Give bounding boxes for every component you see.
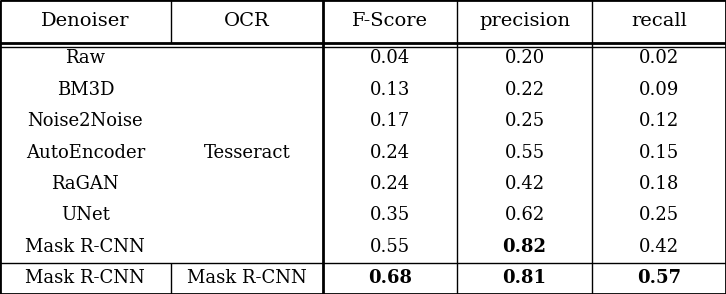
- Text: 0.82: 0.82: [502, 238, 547, 256]
- Text: Mask R-CNN: Mask R-CNN: [187, 269, 306, 287]
- Text: 0.24: 0.24: [370, 175, 410, 193]
- Text: 0.55: 0.55: [370, 238, 410, 256]
- Text: BM3D: BM3D: [57, 81, 114, 99]
- Text: 0.42: 0.42: [639, 238, 679, 256]
- Text: 0.55: 0.55: [505, 143, 544, 162]
- Text: 0.68: 0.68: [368, 269, 412, 287]
- Text: Tesseract: Tesseract: [203, 143, 290, 162]
- Text: UNet: UNet: [61, 206, 110, 224]
- Text: AutoEncoder: AutoEncoder: [25, 143, 145, 162]
- Text: 0.02: 0.02: [639, 49, 679, 67]
- Text: 0.24: 0.24: [370, 143, 410, 162]
- Text: 0.57: 0.57: [637, 269, 681, 287]
- Text: 0.18: 0.18: [639, 175, 679, 193]
- Text: 0.20: 0.20: [505, 49, 544, 67]
- Text: 0.15: 0.15: [639, 143, 679, 162]
- Text: 0.42: 0.42: [505, 175, 544, 193]
- Text: 0.12: 0.12: [639, 112, 679, 130]
- Text: 0.13: 0.13: [370, 81, 410, 99]
- Text: 0.17: 0.17: [370, 112, 410, 130]
- Text: 0.81: 0.81: [502, 269, 547, 287]
- Text: Denoiser: Denoiser: [41, 12, 129, 30]
- Text: 0.62: 0.62: [505, 206, 544, 224]
- Text: 0.25: 0.25: [505, 112, 544, 130]
- Text: Noise2Noise: Noise2Noise: [28, 112, 143, 130]
- Text: 0.35: 0.35: [370, 206, 410, 224]
- Text: Raw: Raw: [65, 49, 105, 67]
- Text: F-Score: F-Score: [352, 12, 428, 30]
- Text: 0.22: 0.22: [505, 81, 544, 99]
- Text: Mask R-CNN: Mask R-CNN: [25, 238, 145, 256]
- Text: 0.25: 0.25: [639, 206, 679, 224]
- Text: OCR: OCR: [224, 12, 270, 30]
- Text: recall: recall: [631, 12, 687, 30]
- Text: 0.09: 0.09: [639, 81, 679, 99]
- Text: RaGAN: RaGAN: [52, 175, 119, 193]
- Text: Mask R-CNN: Mask R-CNN: [25, 269, 145, 287]
- Text: 0.04: 0.04: [370, 49, 410, 67]
- Text: precision: precision: [479, 12, 570, 30]
